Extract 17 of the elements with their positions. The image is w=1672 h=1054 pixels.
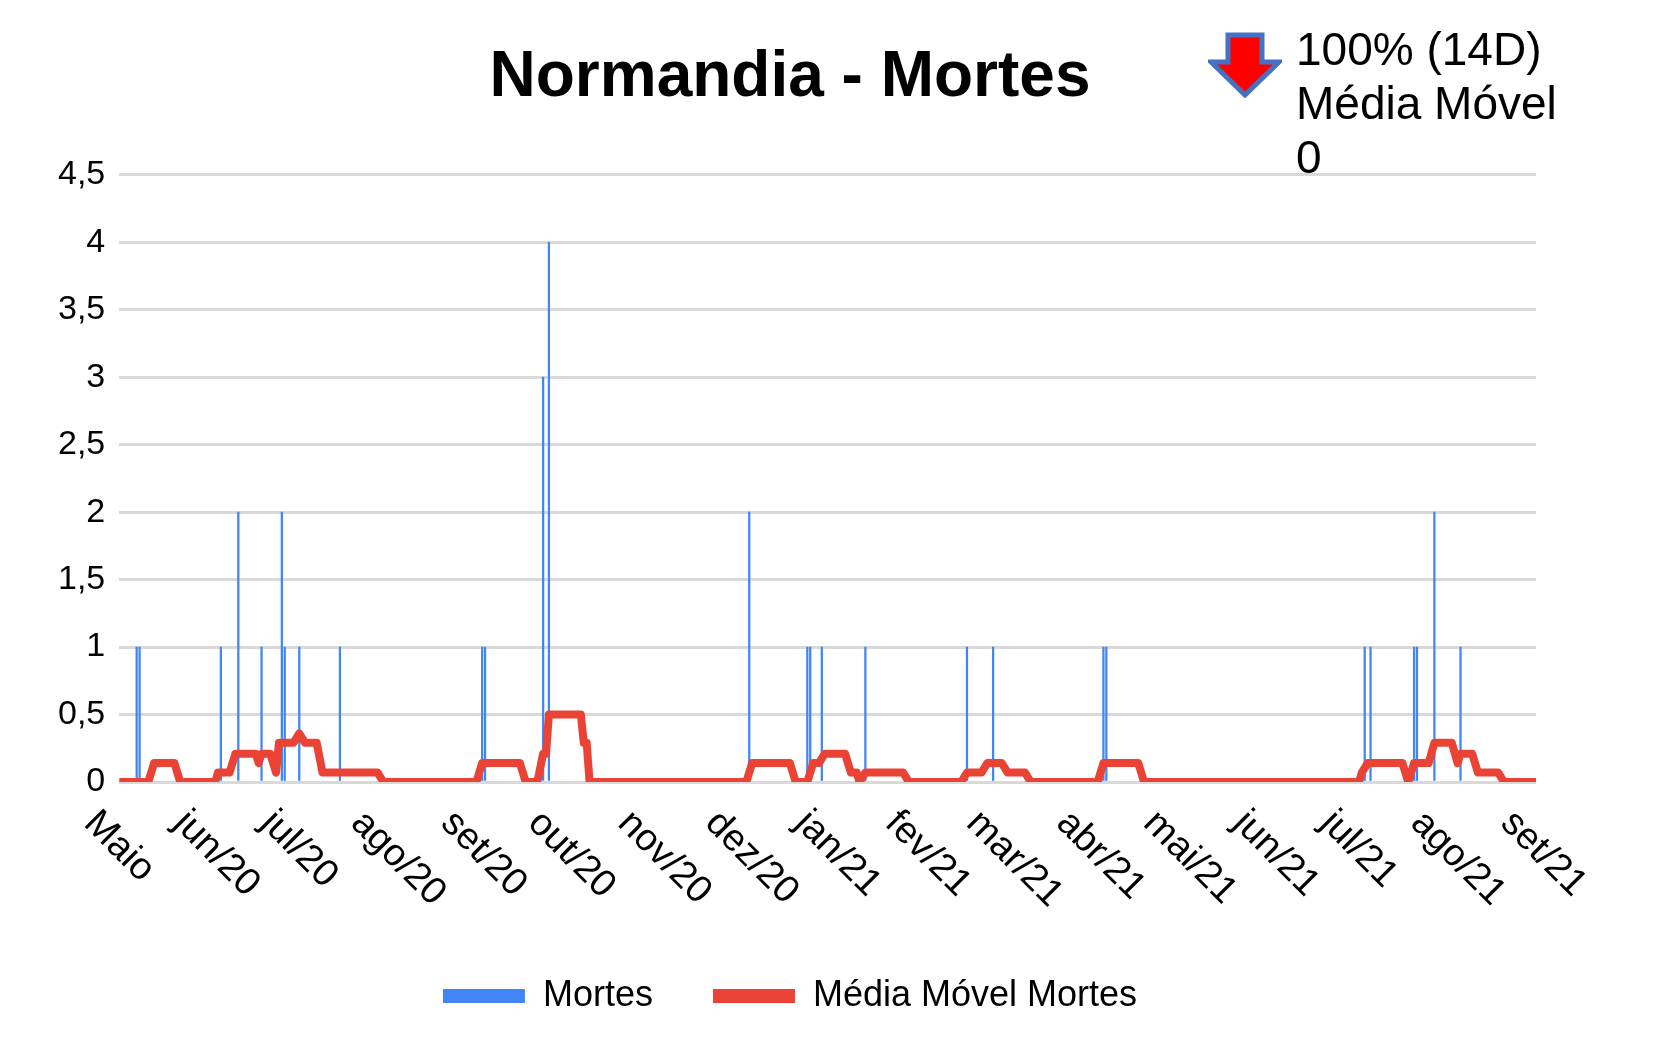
legend-label: Média Móvel Mortes (812, 972, 1138, 1014)
bar (1369, 646, 1372, 781)
y-tick-label: 3 (86, 355, 106, 394)
annotation: 100% (14D) Média Móvel 0 (1296, 22, 1558, 184)
y-tick-label: 0,5 (58, 692, 106, 731)
y-tick-label: 4 (86, 220, 106, 259)
legend-label: Mortes (542, 972, 653, 1014)
y-tick-label: 2 (86, 490, 106, 529)
bar (1433, 511, 1436, 781)
y-tick-label: 4,5 (58, 153, 106, 192)
y-tick-label: 2,5 (58, 423, 106, 462)
y-tick-label: 1 (86, 625, 106, 664)
bar (864, 646, 867, 781)
chart-title: Normandia - Mortes (489, 38, 1091, 111)
y-tick-label: 3,5 (58, 288, 106, 327)
y-tick-label: 1,5 (58, 557, 106, 596)
y-tick-label: 0 (86, 760, 106, 799)
